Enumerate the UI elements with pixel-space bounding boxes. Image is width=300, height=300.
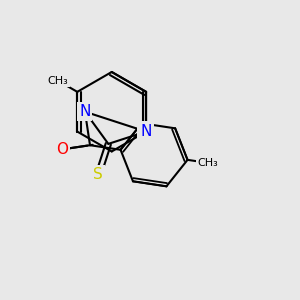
Text: N: N — [139, 123, 150, 138]
Text: CH₃: CH₃ — [48, 76, 68, 86]
Text: N: N — [140, 124, 152, 139]
Text: S: S — [94, 167, 103, 182]
Text: O: O — [56, 142, 68, 157]
Text: CH₃: CH₃ — [198, 158, 218, 168]
Text: N: N — [79, 104, 91, 119]
